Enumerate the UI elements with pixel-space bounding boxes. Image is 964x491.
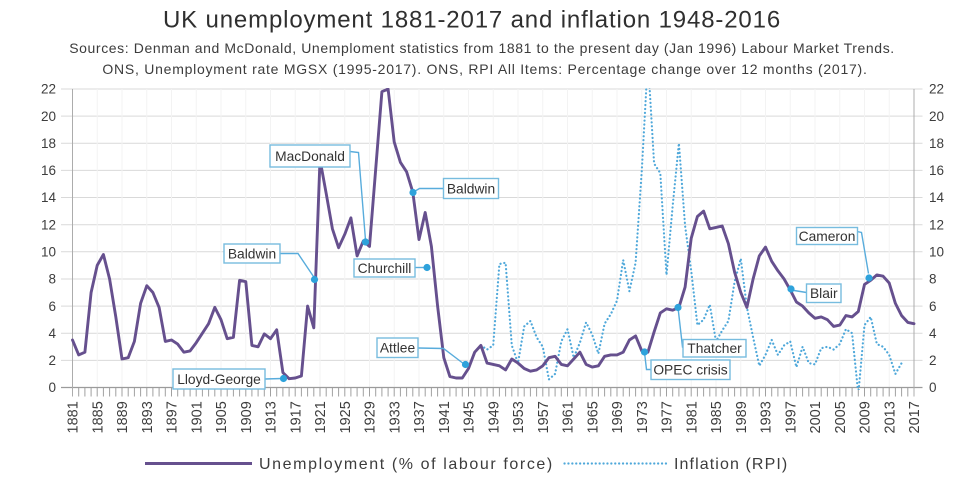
- svg-text:Inflation (RPI): Inflation (RPI): [674, 456, 788, 473]
- svg-text:1929: 1929: [363, 401, 379, 433]
- svg-text:1933: 1933: [387, 401, 403, 433]
- svg-text:22: 22: [41, 82, 56, 97]
- svg-text:1961: 1961: [561, 401, 577, 433]
- svg-text:1973: 1973: [635, 401, 651, 433]
- svg-text:2017: 2017: [907, 401, 923, 433]
- svg-text:10: 10: [929, 245, 944, 260]
- svg-text:1889: 1889: [115, 401, 131, 433]
- svg-text:Thatcher: Thatcher: [687, 341, 742, 356]
- svg-text:1977: 1977: [660, 401, 676, 433]
- svg-text:OPEC crisis: OPEC crisis: [653, 363, 727, 378]
- svg-text:1969: 1969: [610, 401, 626, 433]
- svg-text:1997: 1997: [784, 401, 800, 433]
- svg-text:Blair: Blair: [810, 286, 838, 301]
- svg-text:8: 8: [929, 272, 937, 287]
- svg-text:2005: 2005: [833, 401, 849, 433]
- svg-text:8: 8: [48, 272, 56, 287]
- svg-text:2: 2: [929, 353, 937, 368]
- svg-text:1909: 1909: [239, 401, 255, 433]
- svg-text:Unemployment (% of labour forc: Unemployment (% of labour force): [259, 456, 554, 473]
- svg-text:Sources: Denman and McDonald,: Sources: Denman and McDonald, Unemplomen…: [69, 40, 895, 56]
- svg-text:Baldwin: Baldwin: [228, 246, 276, 261]
- svg-text:1985: 1985: [709, 401, 725, 433]
- svg-text:1897: 1897: [165, 401, 181, 433]
- svg-text:ONS, Unemployment rate MGSX (1: ONS, Unemployment rate MGSX (1995-2017).…: [102, 61, 867, 77]
- svg-text:1965: 1965: [586, 401, 602, 433]
- svg-text:12: 12: [41, 217, 56, 232]
- svg-text:Cameron: Cameron: [799, 229, 856, 244]
- svg-text:12: 12: [929, 217, 944, 232]
- svg-text:2: 2: [48, 353, 56, 368]
- svg-text:20: 20: [929, 109, 944, 124]
- svg-text:1901: 1901: [189, 401, 205, 433]
- svg-text:0: 0: [929, 380, 937, 395]
- svg-text:Baldwin: Baldwin: [447, 181, 495, 196]
- svg-text:1957: 1957: [536, 401, 552, 433]
- svg-text:16: 16: [929, 163, 944, 178]
- svg-text:1945: 1945: [462, 401, 478, 433]
- svg-text:6: 6: [48, 299, 56, 314]
- svg-text:Churchill: Churchill: [358, 261, 412, 276]
- svg-text:1953: 1953: [511, 401, 527, 433]
- svg-text:1993: 1993: [759, 401, 775, 433]
- svg-text:1917: 1917: [288, 401, 304, 433]
- svg-text:1981: 1981: [685, 401, 701, 433]
- svg-text:1905: 1905: [214, 401, 230, 433]
- svg-text:2013: 2013: [883, 401, 899, 433]
- svg-text:18: 18: [41, 136, 56, 151]
- svg-text:1949: 1949: [486, 401, 502, 433]
- svg-text:4: 4: [48, 326, 56, 341]
- svg-text:16: 16: [41, 163, 56, 178]
- svg-text:MacDonald: MacDonald: [275, 149, 345, 164]
- svg-text:1913: 1913: [264, 401, 280, 433]
- svg-text:22: 22: [929, 82, 944, 97]
- svg-text:2001: 2001: [808, 401, 824, 433]
- svg-text:2009: 2009: [858, 401, 874, 433]
- svg-text:20: 20: [41, 109, 56, 124]
- svg-text:1989: 1989: [734, 401, 750, 433]
- svg-text:18: 18: [929, 136, 944, 151]
- svg-text:1893: 1893: [140, 401, 156, 433]
- svg-text:Lloyd-George: Lloyd-George: [177, 372, 261, 387]
- svg-text:Attlee: Attlee: [380, 341, 416, 356]
- svg-text:14: 14: [929, 190, 945, 205]
- svg-text:10: 10: [41, 245, 56, 260]
- svg-text:1881: 1881: [66, 401, 82, 433]
- svg-text:1941: 1941: [437, 401, 453, 433]
- svg-text:1925: 1925: [338, 401, 354, 433]
- svg-text:14: 14: [41, 190, 57, 205]
- svg-text:6: 6: [929, 299, 937, 314]
- svg-text:4: 4: [929, 326, 937, 341]
- svg-text:0: 0: [48, 380, 56, 395]
- svg-text:1921: 1921: [313, 401, 329, 433]
- svg-text:1885: 1885: [91, 401, 107, 433]
- svg-text:UK unemployment 1881-2017 and: UK unemployment 1881-2017 and inflation …: [163, 7, 781, 34]
- svg-text:1937: 1937: [412, 401, 428, 433]
